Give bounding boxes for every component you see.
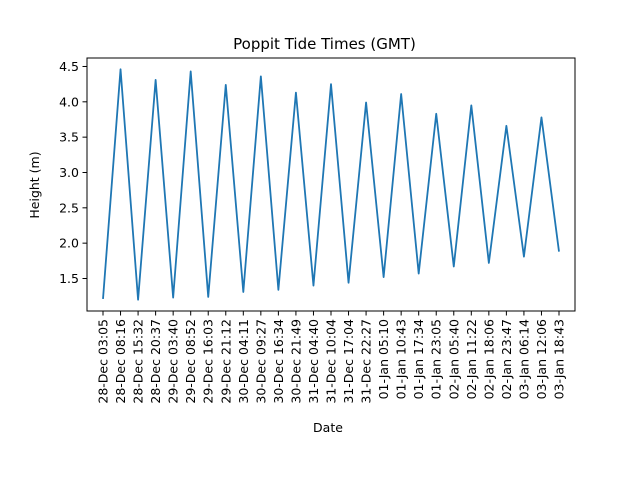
x-tick-label: 02-Jan 11:22 <box>464 319 479 399</box>
x-axis-label: Date <box>313 420 343 435</box>
x-tick-label: 02-Jan 18:06 <box>481 319 496 399</box>
x-tick-label: 28-Dec 08:16 <box>113 319 128 404</box>
x-tick-label: 28-Dec 15:32 <box>131 319 146 404</box>
y-axis-label: Height (m) <box>27 151 42 218</box>
series-line <box>102 68 560 301</box>
x-tick-label: 03-Jan 18:43 <box>552 319 567 399</box>
y-tick-label: 4.5 <box>59 59 79 74</box>
x-tick-label: 01-Jan 17:34 <box>411 319 426 399</box>
x-tick-label: 29-Dec 16:03 <box>201 319 216 404</box>
y-tick-label: 1.5 <box>59 271 79 286</box>
chart-title: Poppit Tide Times (GMT) <box>233 35 416 53</box>
x-tick-label: 29-Dec 08:52 <box>183 319 198 404</box>
y-tick-label: 4.0 <box>59 94 79 109</box>
x-tick-label: 30-Dec 16:34 <box>271 319 286 404</box>
x-tick-label: 31-Dec 17:04 <box>341 319 356 404</box>
x-tick-label: 30-Dec 21:49 <box>288 319 303 404</box>
x-tick-label: 01-Jan 10:43 <box>394 319 409 399</box>
plot-area: 1.52.02.53.03.54.04.528-Dec 03:05 28-Dec … <box>59 57 576 404</box>
x-tick-label: 30-Dec 04:11 <box>236 319 251 404</box>
x-tick-label: 29-Dec 03:40 <box>166 319 181 404</box>
x-tick-label: 29-Dec 21:12 <box>218 319 233 404</box>
x-tick-label: 02-Jan 05:40 <box>446 319 461 399</box>
x-tick-label: 30-Dec 09:27 <box>253 319 268 404</box>
x-tick-label: 01-Jan 05:10 <box>376 319 391 399</box>
y-tick-label: 3.0 <box>59 165 79 180</box>
x-tick-label: 03-Jan 12:06 <box>534 319 549 399</box>
y-tick-label: 2.5 <box>59 200 79 215</box>
x-tick-label: 31-Dec 22:27 <box>359 319 374 404</box>
x-tick-label: 03-Jan 06:14 <box>516 319 531 399</box>
x-tick-label: 31-Dec 10:04 <box>324 319 339 404</box>
y-tick-label: 2.0 <box>59 236 79 251</box>
x-tick-label: 01-Jan 23:05 <box>429 319 444 399</box>
x-tick-label: 28-Dec 20:37 <box>148 319 163 404</box>
x-tick-label: 31-Dec 04:40 <box>306 319 321 404</box>
x-tick-label: 28-Dec 03:05 <box>96 319 111 404</box>
y-tick-label: 3.5 <box>59 130 79 145</box>
x-tick-label: 02-Jan 23:47 <box>499 319 514 399</box>
